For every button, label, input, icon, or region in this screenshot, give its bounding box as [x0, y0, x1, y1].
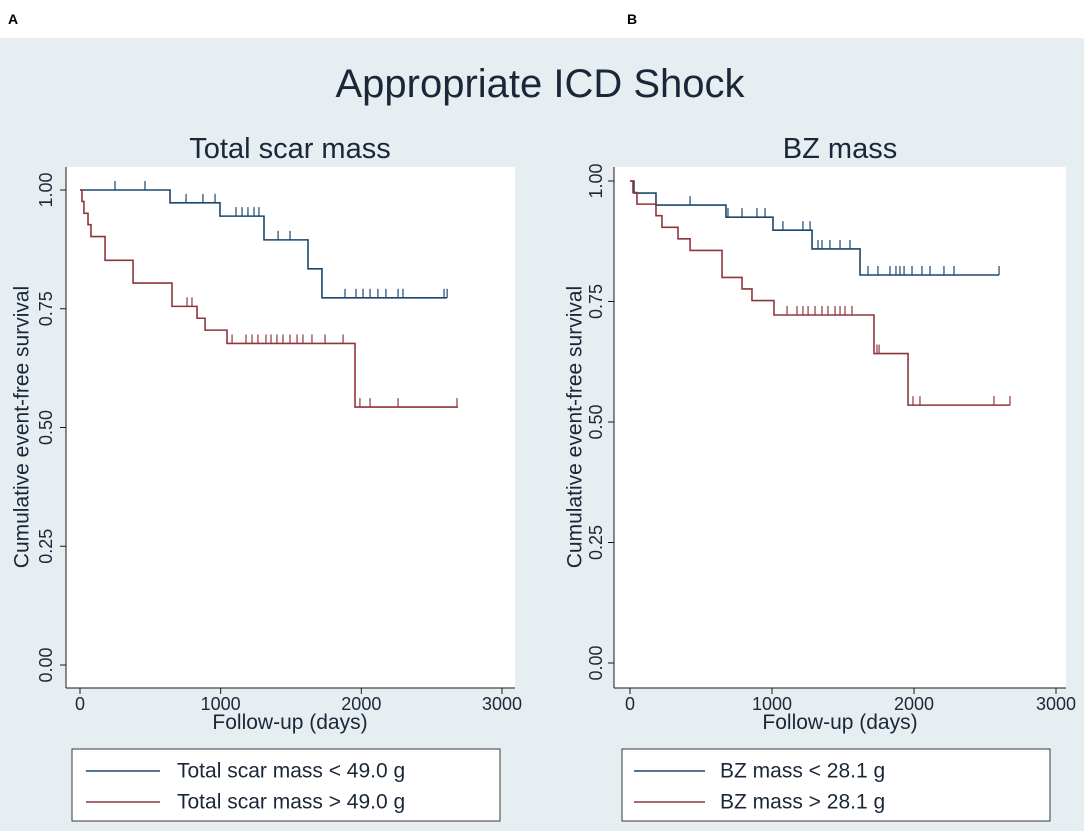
figure-title: Appropriate ICD Shock [335, 62, 745, 106]
legend-box-a [71, 748, 501, 822]
panel-label-b: B [627, 11, 637, 27]
x-tick-label: 2000 [341, 694, 381, 714]
y-tick-label: 0.00 [586, 645, 606, 680]
y-axis-title-b: Cumulative event-free survival [564, 286, 587, 568]
x-axis-title-b: Follow-up (days) [762, 711, 917, 734]
x-tick-label: 3000 [482, 694, 522, 714]
y-tick-label: 0.75 [586, 284, 606, 319]
survival-curve-series-1 [80, 189, 448, 299]
y-tick-label: 0.25 [586, 525, 606, 560]
legend-box-b [621, 748, 1051, 822]
x-tick-label: 1000 [201, 694, 241, 714]
plot-region-a [66, 167, 515, 688]
y-tick-label: 0.25 [36, 529, 56, 564]
survival-curve-series-2 [80, 189, 458, 408]
axis-ticks-b: 0.00 0.25 0.50 0.75 1.00 0 1000 2000 3000 [586, 163, 1076, 714]
y-tick-label: 0.00 [36, 647, 56, 682]
legend-label-b-high: BZ mass > 28.1 g [720, 791, 885, 814]
y-tick-label: 1.00 [36, 172, 56, 207]
panel-b-title: BZ mass [783, 133, 897, 165]
y-tick-label: 1.00 [586, 163, 606, 198]
legend-label-a-low: Total scar mass < 49.0 g [177, 760, 405, 783]
top-strip [0, 0, 1084, 38]
survival-curve-series-2 [630, 180, 1010, 406]
panel-a: Total scar mass 0.00 0.25 0.50 0.75 1.00 0 100… [11, 133, 522, 822]
x-tick-label: 0 [75, 694, 85, 714]
panel-b: BZ mass 0.00 0.25 0.50 0.75 1.00 0 1000 2000 300… [564, 133, 1076, 822]
panel-a-title: Total scar mass [189, 133, 390, 165]
y-tick-label: 0.50 [586, 404, 606, 439]
x-tick-label: 2000 [894, 694, 934, 714]
x-tick-label: 0 [625, 694, 635, 714]
y-axis-title-a: Cumulative event-free survival [11, 286, 34, 568]
legend-label-b-low: BZ mass < 28.1 g [720, 760, 885, 783]
x-axis-title-a: Follow-up (days) [212, 711, 367, 734]
y-tick-label: 0.75 [36, 291, 56, 326]
x-tick-label: 1000 [752, 694, 792, 714]
legend-label-a-high: Total scar mass > 49.0 g [177, 791, 405, 814]
legend-a: Total scar mass < 49.0 g Total scar mass… [71, 748, 501, 822]
plot-marks-a [80, 181, 458, 408]
plot-region-b [614, 167, 1066, 688]
axis-ticks-a: 0.00 0.25 0.50 0.75 1.00 0 1000 2000 3000 [36, 172, 522, 714]
panel-label-a: A [8, 11, 18, 27]
legend-b: BZ mass < 28.1 g BZ mass > 28.1 g [621, 748, 1051, 822]
plot-marks-b [630, 180, 1011, 406]
y-tick-label: 0.50 [36, 410, 56, 445]
x-tick-label: 3000 [1036, 694, 1076, 714]
